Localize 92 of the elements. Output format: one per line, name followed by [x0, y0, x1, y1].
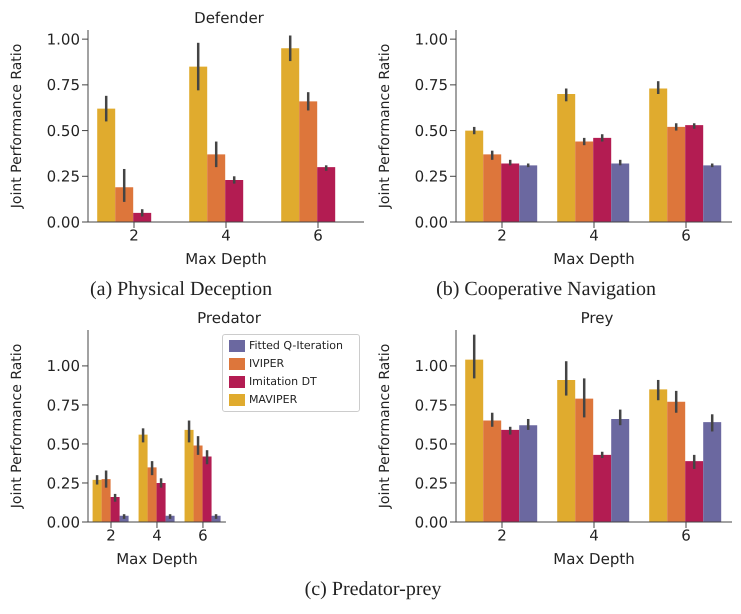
x-tick-label: 4 — [152, 526, 162, 545]
bar — [133, 212, 152, 222]
bar — [115, 187, 134, 222]
bar — [611, 163, 630, 222]
bar — [194, 446, 203, 522]
x-tick-label: 6 — [681, 226, 691, 245]
y-tick-label: 0.25 — [414, 168, 448, 186]
x-tick-label: 2 — [497, 226, 507, 245]
x-tick-label: 6 — [681, 526, 691, 545]
bar — [557, 380, 576, 522]
bar — [649, 88, 668, 222]
bar — [110, 497, 120, 522]
y-tick-label: 0.00 — [46, 513, 80, 532]
bar — [202, 456, 212, 522]
bar — [148, 467, 157, 522]
bar — [501, 430, 520, 522]
bar — [593, 138, 612, 222]
text: (c) Predator-prey — [304, 578, 442, 600]
y-tick-label: 0.25 — [46, 474, 80, 492]
y-tick-label: 0.75 — [46, 396, 80, 414]
bar — [557, 94, 576, 222]
bar — [667, 402, 686, 522]
y-tick-label: 1.00 — [46, 357, 80, 376]
x-tick-label: 6 — [313, 226, 323, 245]
y-tick-label: 0.75 — [46, 76, 80, 94]
y-axis-title: Joint Performance Ratio — [8, 44, 25, 210]
bar — [207, 154, 226, 222]
bar — [685, 125, 704, 222]
y-tick-label: 0.75 — [414, 76, 448, 94]
y-axis-title: Joint Performance Ratio — [376, 44, 393, 210]
bar — [465, 360, 484, 522]
y-tick-label: 0.75 — [414, 396, 448, 414]
text: (b) Cooperative Navigation — [436, 278, 656, 300]
bar — [317, 167, 336, 222]
x-axis-title: Max Depth — [553, 550, 635, 568]
y-tick-label: 0.25 — [46, 168, 80, 186]
chart-title: Prey — [580, 309, 614, 327]
bar — [519, 165, 538, 222]
x-axis-title: Max Depth — [185, 250, 267, 268]
bar — [138, 434, 148, 522]
bar — [184, 430, 194, 522]
y-tick-label: 0.50 — [414, 122, 448, 140]
legend-label: Imitation DT — [248, 375, 317, 388]
bar — [685, 461, 704, 522]
y-tick-label: 0.00 — [414, 513, 448, 532]
y-axis-title: Joint Performance Ratio — [8, 344, 25, 510]
x-tick-label: 4 — [221, 226, 231, 245]
y-tick-label: 1.00 — [414, 30, 448, 48]
x-tick-label: 2 — [497, 526, 507, 545]
bar — [483, 420, 502, 522]
legend-label: IVIPER — [248, 357, 284, 370]
bar — [703, 422, 722, 522]
bar — [156, 482, 166, 522]
y-axis-title: Joint Performance Ratio — [376, 344, 393, 510]
bar — [102, 479, 111, 522]
bar — [97, 108, 116, 222]
y-tick-label: 0.00 — [46, 213, 80, 232]
bar — [225, 180, 244, 222]
x-tick-label: 2 — [106, 526, 116, 545]
y-tick-label: 0.50 — [46, 435, 80, 454]
legend-label: MAVIPER — [248, 393, 298, 406]
bar — [92, 480, 102, 522]
chart-title: Defender — [194, 9, 265, 27]
chart-title: Predator — [197, 309, 262, 327]
bar — [703, 165, 722, 222]
bar — [575, 398, 594, 522]
bar — [501, 163, 520, 222]
x-tick-label: 2 — [129, 226, 139, 245]
x-tick-label: 6 — [198, 526, 208, 545]
x-axis-title: Max Depth — [116, 550, 198, 568]
bar — [483, 154, 502, 222]
x-axis-title: Max Depth — [553, 250, 635, 268]
legend-label: Fitted Q-Iteration — [248, 339, 343, 352]
bar — [667, 126, 686, 222]
y-tick-label: 1.00 — [46, 30, 80, 48]
y-tick-label: 0.00 — [414, 213, 448, 232]
x-tick-label: 4 — [589, 226, 599, 245]
bar — [519, 425, 538, 522]
bar — [465, 130, 484, 222]
bar — [189, 66, 208, 222]
y-tick-label: 0.50 — [414, 435, 448, 454]
bar — [649, 389, 668, 522]
bar — [611, 418, 630, 522]
bar — [281, 48, 300, 222]
y-tick-label: 1.00 — [414, 357, 448, 376]
text: (a) Physical Deception — [90, 278, 272, 300]
bar — [575, 142, 594, 222]
x-tick-label: 4 — [589, 526, 599, 545]
y-tick-label: 0.25 — [414, 474, 448, 492]
bar — [593, 454, 612, 522]
y-tick-label: 0.50 — [46, 122, 80, 140]
bar — [299, 101, 318, 222]
